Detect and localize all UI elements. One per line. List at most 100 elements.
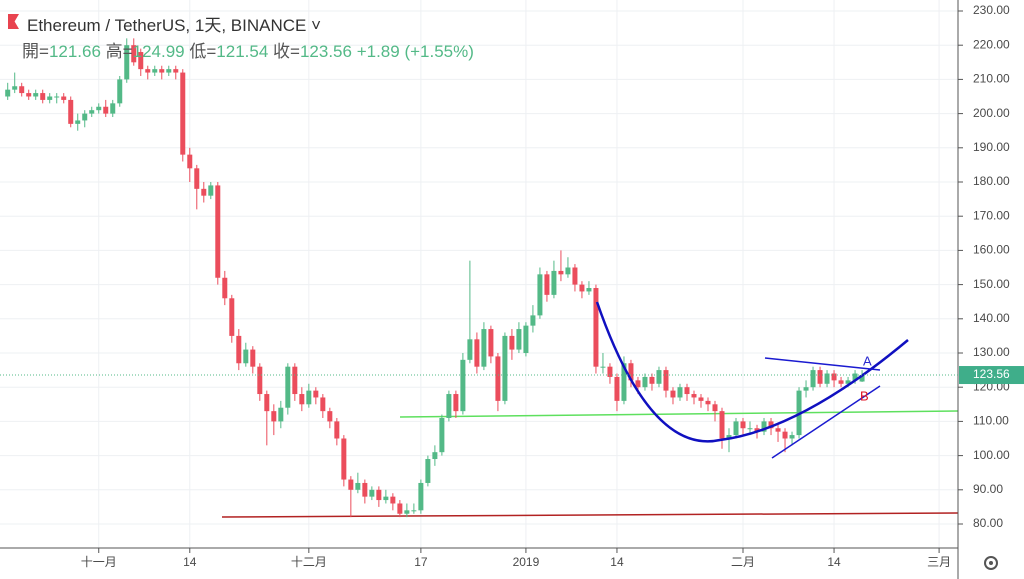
x-tick-label: 十二月	[291, 555, 327, 569]
candle-body	[726, 435, 732, 439]
y-tick-label: 230.00	[973, 3, 1010, 17]
candle-body	[285, 366, 291, 408]
candle-body	[68, 99, 74, 124]
support-line	[221, 512, 959, 518]
candle-body	[572, 267, 578, 285]
y-tick-label: 140.00	[973, 311, 1010, 325]
candle-body	[96, 106, 102, 111]
candle-body	[432, 452, 438, 460]
candle-body	[250, 349, 256, 367]
candle-body	[782, 431, 788, 439]
candle-body	[530, 315, 536, 326]
symbol-flag[interactable]	[8, 14, 19, 29]
candle-body	[47, 96, 53, 100]
candle-body	[89, 110, 95, 114]
x-tick-label: 17	[414, 555, 428, 569]
candle-body	[138, 52, 144, 70]
candle-body	[404, 510, 410, 514]
settings-icon[interactable]	[984, 556, 998, 570]
ohlc-label: 低=	[189, 42, 217, 61]
candle-body	[656, 370, 662, 384]
candle-body	[502, 335, 508, 401]
candle-body	[110, 103, 116, 114]
candle-body	[467, 339, 473, 360]
candle-body	[523, 325, 529, 353]
candle-body	[719, 411, 725, 439]
candle-body	[698, 397, 704, 401]
candle-body	[614, 376, 620, 401]
candle-body	[817, 370, 823, 384]
candle-body	[327, 411, 333, 422]
candle-body	[691, 394, 697, 398]
candle-body	[509, 335, 515, 350]
grid	[0, 0, 958, 548]
settings-gear[interactable]	[984, 556, 998, 570]
candle-body	[607, 366, 613, 377]
y-tick-label: 160.00	[973, 243, 1010, 257]
candle-body	[12, 86, 18, 90]
candles	[5, 38, 865, 518]
y-tick-label: 200.00	[973, 106, 1010, 120]
candle-body	[201, 188, 207, 196]
candle-body	[194, 168, 200, 189]
candle-body	[334, 421, 340, 439]
candle-body	[754, 428, 760, 432]
candle-body	[810, 370, 816, 388]
candle-body	[789, 435, 795, 439]
y-tick-label: 130.00	[973, 345, 1010, 359]
last-price-label: 123.56	[973, 367, 1010, 381]
candle-body	[33, 93, 39, 97]
candle-body	[313, 390, 319, 398]
candle-body	[670, 390, 676, 398]
change: +1.89	[356, 42, 400, 61]
ohlc-label: 開=	[22, 42, 49, 61]
candle-body	[418, 482, 424, 511]
candle-body	[341, 438, 347, 480]
candle-body	[180, 72, 186, 155]
symbol-text: Ethereum / TetherUS, 1天, BINANCE	[27, 16, 307, 35]
candle-body	[236, 335, 242, 364]
candle-body	[488, 329, 494, 357]
candle-body	[565, 267, 571, 275]
annotation: A	[863, 353, 872, 368]
y-tick-label: 150.00	[973, 277, 1010, 291]
candle-body	[649, 376, 655, 384]
ohlc-line: 開=121.66 高=124.99 低=121.54 收=123.56 +1.8…	[22, 37, 474, 62]
x-tick-label: 14	[827, 555, 841, 569]
candle-body	[474, 339, 480, 367]
y-tick-label: 110.00	[973, 414, 1009, 428]
ohlc-value: 121.66	[48, 42, 101, 61]
x-tick-label: 14	[183, 555, 197, 569]
candle-body	[593, 288, 599, 367]
candle-body	[425, 459, 431, 483]
candle-body	[733, 421, 739, 436]
change-percent: (+1.55%)	[404, 42, 474, 61]
x-tick-label: 2019	[513, 555, 540, 569]
settings-gear-hub[interactable]	[989, 561, 993, 565]
candle-body	[635, 380, 641, 388]
candle-body	[166, 69, 172, 73]
y-tick-label: 220.00	[973, 37, 1010, 51]
ohlc-label: 高=	[105, 42, 133, 61]
candle-body	[208, 185, 214, 196]
candle-body	[19, 86, 25, 94]
x-tick-label: 十一月	[81, 555, 117, 569]
ohlc-value: 121.54	[216, 42, 269, 61]
candle-body	[768, 421, 774, 429]
cup-curve	[595, 301, 909, 443]
candle-body	[292, 366, 298, 395]
candle-body	[621, 363, 627, 401]
symbol-title[interactable]: Ethereum / TetherUS, 1天, BINANCE ˅	[27, 16, 322, 35]
y-tick-label: 90.00	[973, 482, 1003, 496]
candle-body	[369, 489, 375, 497]
candle-body	[775, 428, 781, 432]
y-tick-label: 80.00	[973, 516, 1003, 530]
candle-body	[82, 113, 88, 121]
candle-body	[390, 496, 396, 504]
candle-body	[5, 89, 11, 97]
candle-body	[446, 394, 452, 418]
candle-body	[173, 69, 179, 73]
candle-body	[663, 370, 669, 391]
y-tick-label: 190.00	[973, 140, 1010, 154]
